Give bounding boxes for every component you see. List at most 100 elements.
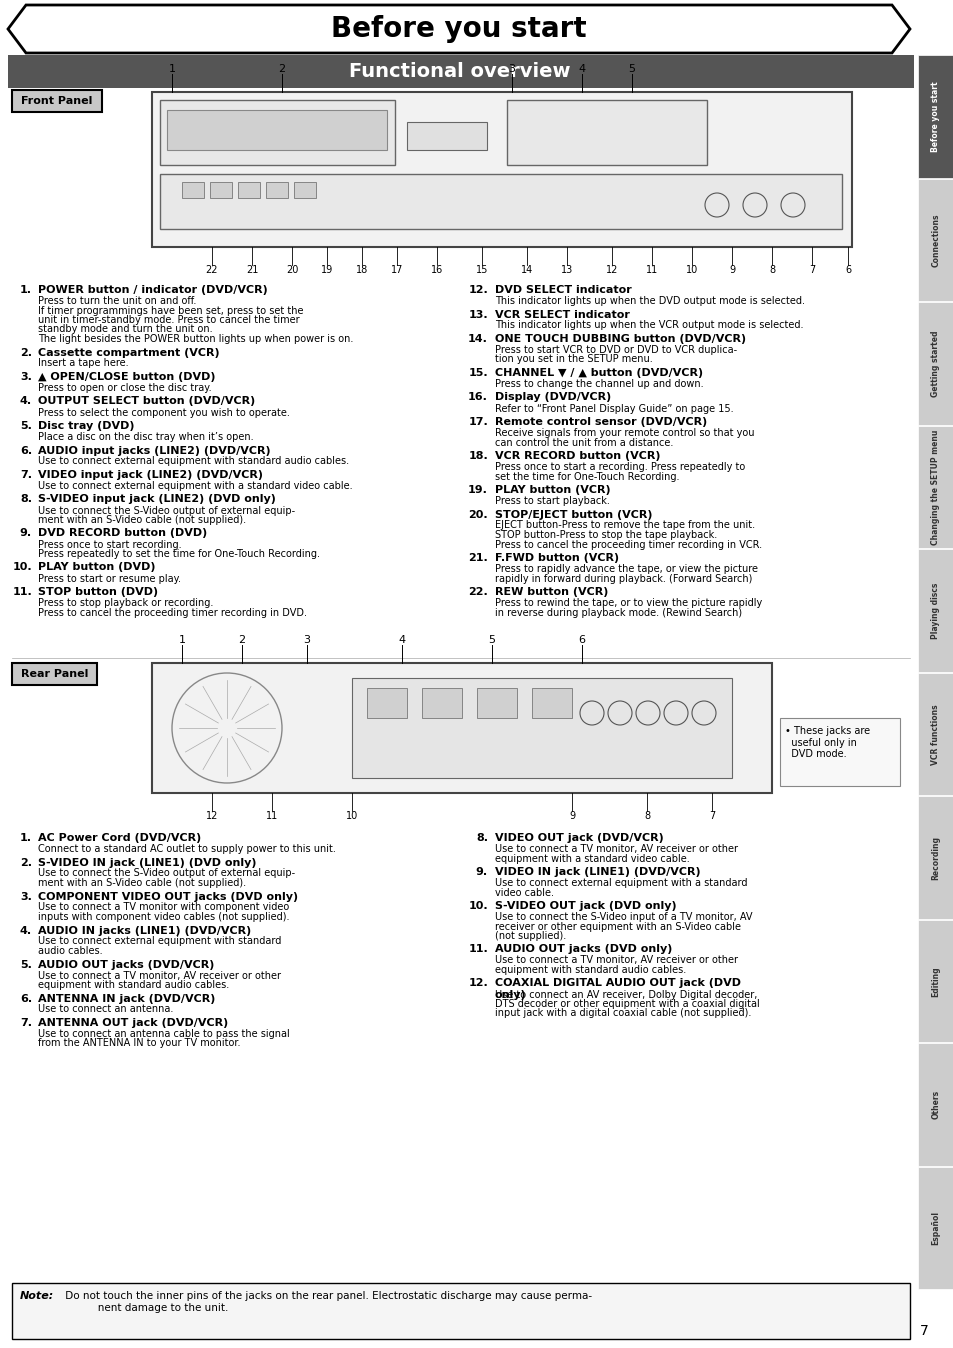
Text: 9.: 9. [476,867,488,878]
Text: 10: 10 [685,266,698,275]
Text: Connections: Connections [930,213,940,267]
Text: DTS decoder or other equipment with a coaxial digital: DTS decoder or other equipment with a co… [495,999,759,1010]
Text: VCR RECORD button (VCR): VCR RECORD button (VCR) [495,452,659,461]
Text: • These jacks are
  useful only in
  DVD mode.: • These jacks are useful only in DVD mod… [784,727,869,759]
Text: 6: 6 [578,635,585,644]
Text: Front Panel: Front Panel [21,96,92,106]
Text: AUDIO OUT jacks (DVD/VCR): AUDIO OUT jacks (DVD/VCR) [38,960,214,969]
FancyBboxPatch shape [237,182,260,198]
Text: Press to cancel the proceeding timer recording in DVD.: Press to cancel the proceeding timer rec… [38,608,307,617]
Text: Connect to a standard AC outlet to supply power to this unit.: Connect to a standard AC outlet to suppl… [38,844,335,855]
Text: 17: 17 [391,266,403,275]
Text: Use to connect a TV monitor, AV receiver or other: Use to connect a TV monitor, AV receiver… [495,844,738,855]
FancyBboxPatch shape [780,718,899,786]
Text: 12.: 12. [468,284,488,295]
Text: Use to connect the S-Video input of a TV monitor, AV: Use to connect the S-Video input of a TV… [495,913,752,922]
Text: COMPONENT VIDEO OUT jacks (DVD only): COMPONENT VIDEO OUT jacks (DVD only) [38,891,297,902]
Text: 10.: 10. [12,562,32,573]
Text: Press to open or close the disc tray.: Press to open or close the disc tray. [38,383,212,394]
FancyBboxPatch shape [917,549,953,671]
Text: 11.: 11. [12,586,32,597]
Text: equipment with standard audio cables.: equipment with standard audio cables. [38,980,229,989]
Text: 13: 13 [560,266,573,275]
FancyBboxPatch shape [532,687,572,718]
Text: 14.: 14. [468,334,488,344]
Text: input jack with a digital coaxial cable (not supplied).: input jack with a digital coaxial cable … [495,1008,751,1019]
Text: 2.: 2. [20,348,32,357]
Text: VCR functions: VCR functions [930,704,940,764]
Text: 9: 9 [568,811,575,821]
Text: 15.: 15. [468,368,488,377]
Text: tion you set in the SETUP menu.: tion you set in the SETUP menu. [495,355,652,364]
Text: (not supplied).: (not supplied). [495,931,566,941]
Text: Functional overview: Functional overview [349,62,570,81]
Text: Use to connect an antenna.: Use to connect an antenna. [38,1004,173,1015]
Text: PLAY button (DVD): PLAY button (DVD) [38,562,155,573]
Text: Español: Español [930,1212,940,1246]
Text: Press to start VCR to DVD or DVD to VCR duplica-: Press to start VCR to DVD or DVD to VCR … [495,345,737,355]
Text: AC Power Cord (DVD/VCR): AC Power Cord (DVD/VCR) [38,833,201,842]
Text: equipment with standard audio cables.: equipment with standard audio cables. [495,965,685,975]
Text: AUDIO OUT jacks (DVD only): AUDIO OUT jacks (DVD only) [495,945,672,954]
Text: equipment with a standard video cable.: equipment with a standard video cable. [495,853,689,864]
Text: ment with an S-Video cable (not supplied).: ment with an S-Video cable (not supplied… [38,515,246,524]
Text: 20.: 20. [468,510,488,519]
Text: Press to start playback.: Press to start playback. [495,496,609,506]
Text: DVD RECORD button (DVD): DVD RECORD button (DVD) [38,528,207,538]
Text: Use to connect an antenna cable to pass the signal: Use to connect an antenna cable to pass … [38,1029,290,1039]
Text: 6: 6 [844,266,850,275]
FancyBboxPatch shape [917,1166,953,1289]
Text: 8.: 8. [476,833,488,842]
Text: Remote control sensor (DVD/VCR): Remote control sensor (DVD/VCR) [495,417,706,427]
Text: from the ANTENNA IN to your TV monitor.: from the ANTENNA IN to your TV monitor. [38,1038,240,1049]
FancyBboxPatch shape [917,178,953,301]
Text: 3: 3 [303,635,310,644]
Text: 6.: 6. [20,993,32,1003]
Text: 3.: 3. [20,372,32,381]
Text: 7: 7 [808,266,814,275]
Text: Getting started: Getting started [930,330,940,398]
Text: Press to rapidly advance the tape, or view the picture: Press to rapidly advance the tape, or vi… [495,563,758,574]
Text: STOP button-Press to stop the tape playback.: STOP button-Press to stop the tape playb… [495,530,717,541]
Text: AUDIO IN jacks (LINE1) (DVD/VCR): AUDIO IN jacks (LINE1) (DVD/VCR) [38,926,251,936]
Text: Use to connect external equipment with standard audio cables.: Use to connect external equipment with s… [38,457,349,466]
FancyBboxPatch shape [266,182,288,198]
Text: AUDIO input jacks (LINE2) (DVD/VCR): AUDIO input jacks (LINE2) (DVD/VCR) [38,445,271,456]
Text: STOP button (DVD): STOP button (DVD) [38,586,158,597]
Text: OUTPUT SELECT button (DVD/VCR): OUTPUT SELECT button (DVD/VCR) [38,396,255,407]
Text: standby mode and turn the unit on.: standby mode and turn the unit on. [38,325,213,334]
Text: 7: 7 [919,1324,927,1339]
Text: Others: Others [930,1091,940,1119]
Text: Use to connect an AV receiver, Dolby Digital decoder,: Use to connect an AV receiver, Dolby Dig… [495,989,757,999]
Text: 2.: 2. [20,857,32,868]
Text: 8: 8 [643,811,649,821]
Text: Recording: Recording [930,836,940,880]
FancyBboxPatch shape [407,123,486,150]
Text: Editing: Editing [930,967,940,996]
FancyBboxPatch shape [152,663,771,793]
Text: 18.: 18. [468,452,488,461]
Text: 5.: 5. [20,960,32,969]
FancyBboxPatch shape [12,1283,909,1339]
Text: Press once to start recording.: Press once to start recording. [38,539,181,550]
Text: Press repeatedly to set the time for One-Touch Recording.: Press repeatedly to set the time for One… [38,549,319,559]
Text: Press to start or resume play.: Press to start or resume play. [38,573,181,584]
FancyBboxPatch shape [367,687,407,718]
Text: This indicator lights up when the DVD output mode is selected.: This indicator lights up when the DVD ou… [495,297,804,306]
Text: rapidly in forward during playback. (Forward Search): rapidly in forward during playback. (For… [495,573,752,584]
FancyBboxPatch shape [917,673,953,795]
FancyBboxPatch shape [917,919,953,1042]
FancyBboxPatch shape [160,100,395,164]
Text: Press to select the component you wish to operate.: Press to select the component you wish t… [38,407,290,418]
FancyBboxPatch shape [182,182,204,198]
FancyBboxPatch shape [917,426,953,549]
Text: F.FWD button (VCR): F.FWD button (VCR) [495,553,618,563]
FancyBboxPatch shape [152,92,851,247]
Text: 9.: 9. [20,528,32,538]
Text: 21: 21 [246,266,258,275]
Text: Cassette compartment (VCR): Cassette compartment (VCR) [38,348,219,357]
Text: Insert a tape here.: Insert a tape here. [38,359,129,368]
Text: 22: 22 [206,266,218,275]
Text: ONE TOUCH DUBBING button (DVD/VCR): ONE TOUCH DUBBING button (DVD/VCR) [495,334,745,344]
Text: 7.: 7. [20,1018,32,1029]
